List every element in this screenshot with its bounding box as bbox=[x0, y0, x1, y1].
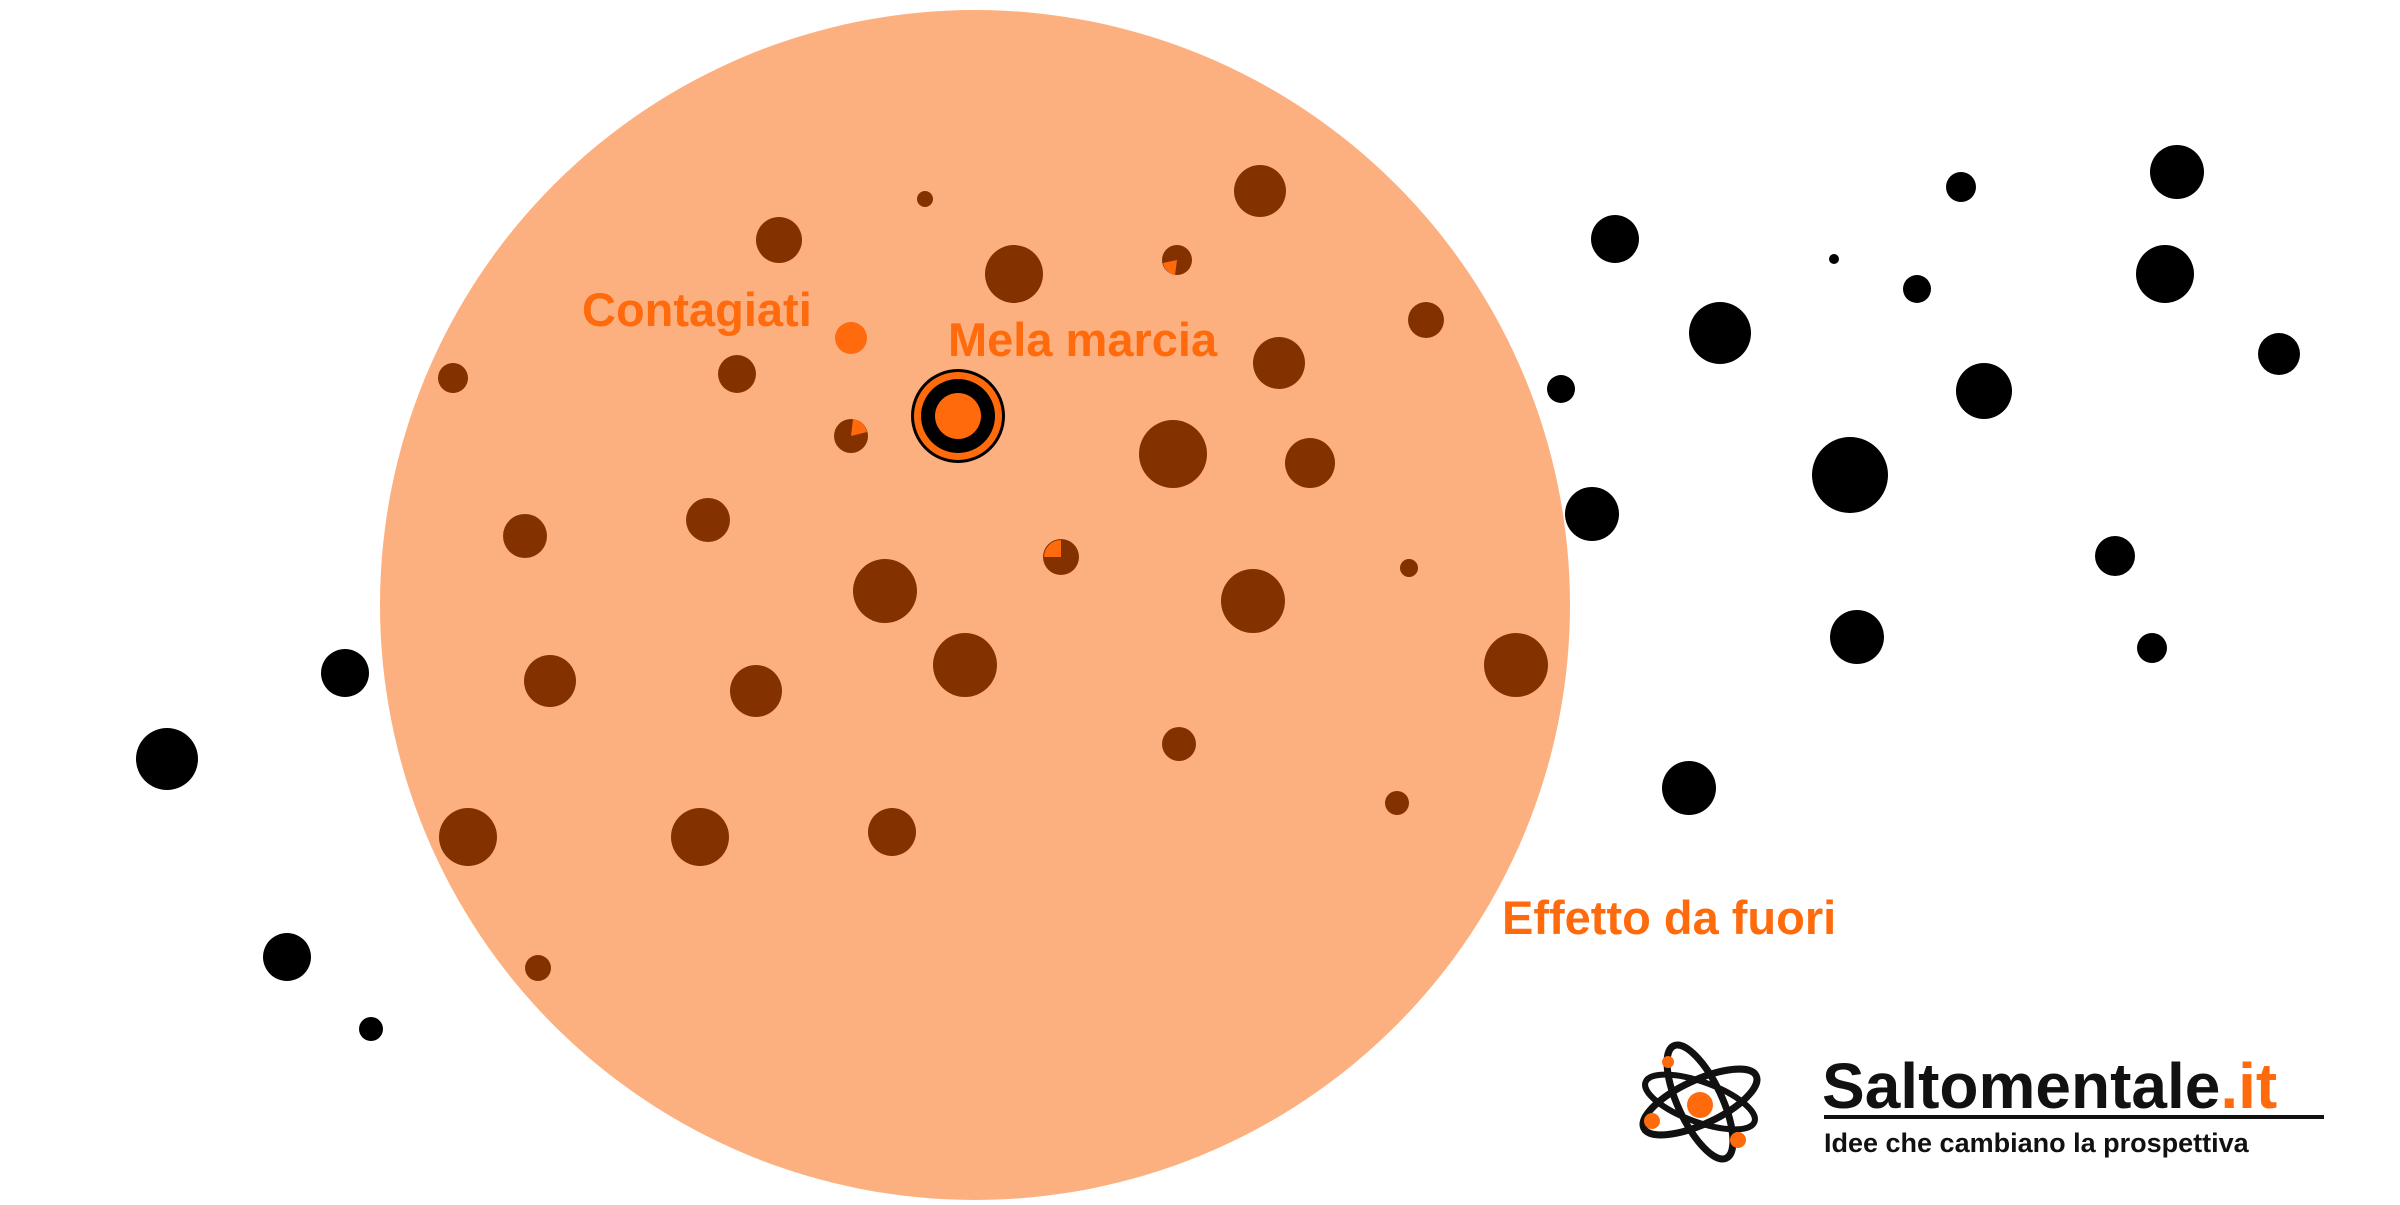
healthy-apple bbox=[321, 649, 369, 697]
affected-apple bbox=[1385, 791, 1409, 815]
healthy-apple bbox=[2258, 333, 2300, 375]
contagion-wedge bbox=[1163, 260, 1177, 275]
contagion-spots bbox=[834, 245, 1192, 575]
affected-apple bbox=[756, 217, 802, 263]
affected-apple bbox=[868, 808, 916, 856]
affected-apple bbox=[1285, 438, 1335, 488]
label-infected: Contagiati bbox=[582, 283, 812, 336]
healthy-apples bbox=[136, 145, 2300, 1041]
healthy-apple bbox=[2095, 536, 2135, 576]
healthy-apple bbox=[1591, 215, 1639, 263]
healthy-apple bbox=[2136, 245, 2194, 303]
affected-apple bbox=[1221, 569, 1285, 633]
healthy-apple bbox=[1565, 487, 1619, 541]
healthy-apple bbox=[1547, 375, 1575, 403]
label-bad-apple: Mela marcia bbox=[948, 313, 1218, 366]
healthy-apple bbox=[359, 1017, 383, 1041]
healthy-apple bbox=[2137, 633, 2167, 663]
affected-apple bbox=[917, 191, 933, 207]
affected-apple bbox=[1484, 633, 1548, 697]
brand-name: Saltomentale.it bbox=[1822, 1050, 2277, 1122]
brand-underline bbox=[1824, 1115, 2324, 1119]
affected-apple bbox=[439, 808, 497, 866]
affected-apple bbox=[1234, 165, 1286, 217]
affected-apple bbox=[1139, 420, 1207, 488]
contagion-wedge bbox=[1044, 540, 1061, 557]
brand-tagline: Idee che cambiano la prospettiva bbox=[1824, 1128, 2250, 1158]
healthy-apple bbox=[1689, 302, 1751, 364]
affected-apple bbox=[686, 498, 730, 542]
affected-apple bbox=[525, 955, 551, 981]
affected-apple bbox=[1400, 559, 1418, 577]
healthy-apple bbox=[1903, 275, 1931, 303]
atom-icon bbox=[1639, 1041, 1761, 1163]
infected-apple bbox=[835, 322, 867, 354]
affected-apples bbox=[438, 165, 1548, 981]
healthy-apple bbox=[1662, 761, 1716, 815]
affected-apple bbox=[985, 245, 1043, 303]
healthy-apple bbox=[136, 728, 198, 790]
affected-apple bbox=[718, 355, 756, 393]
affected-apple bbox=[671, 808, 729, 866]
bad-apple-marker bbox=[911, 369, 1005, 463]
affected-apple bbox=[524, 655, 576, 707]
affected-apple bbox=[438, 363, 468, 393]
healthy-apple bbox=[263, 933, 311, 981]
brand-name-tld: .it bbox=[2220, 1050, 2277, 1122]
contagion-wedge bbox=[851, 419, 867, 436]
affected-apple bbox=[1162, 727, 1196, 761]
affected-apple bbox=[933, 633, 997, 697]
affected-apple bbox=[730, 665, 782, 717]
healthy-apple bbox=[1956, 363, 2012, 419]
healthy-apple bbox=[1812, 437, 1888, 513]
affected-apple bbox=[853, 559, 917, 623]
influence-zone bbox=[380, 10, 1570, 1200]
label-outside-effect: Effetto da fuori bbox=[1502, 891, 1836, 944]
brand-name-main: Saltomentale bbox=[1822, 1050, 2220, 1122]
affected-apple bbox=[1408, 302, 1444, 338]
affected-apple bbox=[503, 514, 547, 558]
healthy-apple bbox=[1829, 254, 1839, 264]
healthy-apple bbox=[1946, 172, 1976, 202]
affected-apple bbox=[1253, 337, 1305, 389]
healthy-apple bbox=[1830, 610, 1884, 664]
brand-wordmark: Saltomentale.it Idee che cambiano la pro… bbox=[1822, 1050, 2324, 1158]
healthy-apple bbox=[2150, 145, 2204, 199]
